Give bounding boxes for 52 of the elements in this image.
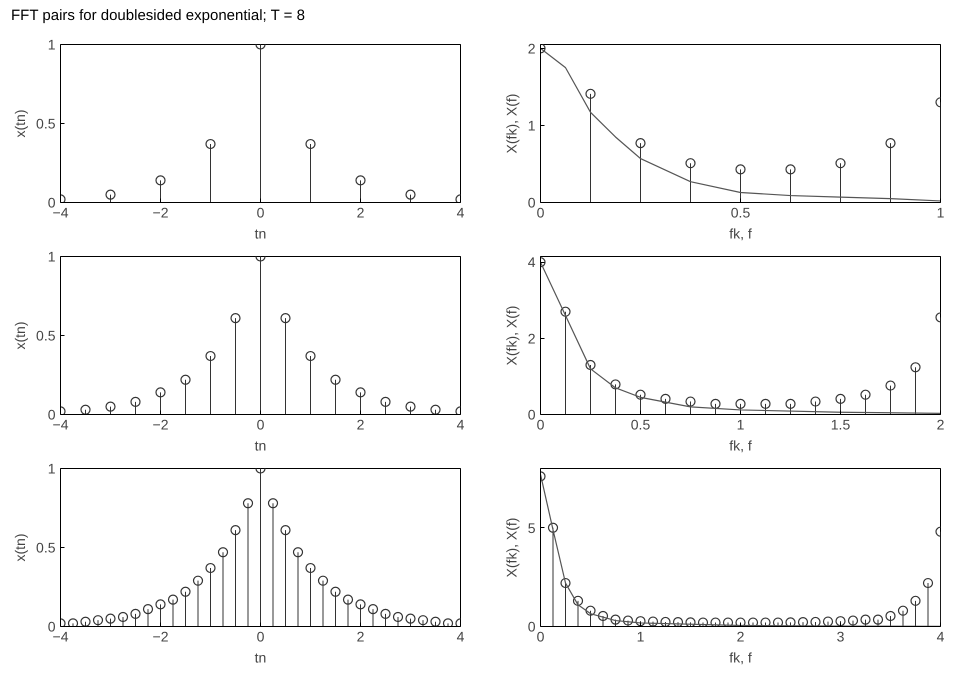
x-tick-label: 2	[936, 416, 945, 432]
y-axis-title: x(tn)	[12, 534, 28, 562]
y-axis-title: X(fk), X(f)	[504, 518, 520, 578]
x-tick-label: 0.5	[730, 204, 750, 220]
y-tick-label: 0.5	[36, 540, 56, 556]
x-tick-label: 4	[456, 204, 465, 220]
x-tick-label: −2	[152, 628, 169, 644]
x-axis-title: fk, f	[729, 650, 752, 666]
x-tick-label: −2	[152, 204, 169, 220]
x-tick-label: 2	[736, 628, 745, 644]
y-tick-label: 0	[48, 194, 56, 210]
x-tick-label: 4	[456, 628, 465, 644]
y-tick-label: 0	[528, 406, 536, 422]
y-axis-title: x(tn)	[12, 110, 28, 138]
y-axis-title: X(fk), X(f)	[504, 306, 520, 366]
chart-title: FFT pairs for doublesided exponential; T = 8	[11, 6, 305, 26]
y-tick-label: 2	[528, 330, 536, 346]
x-axis-title: fk, f	[729, 226, 752, 242]
y-tick-label: 1	[48, 460, 56, 476]
y-tick-label: 0.5	[36, 328, 56, 344]
x-axis-title: tn	[254, 438, 266, 454]
x-tick-label: 1.5	[830, 416, 850, 432]
x-tick-label: 1	[636, 628, 645, 644]
y-tick-label: 0	[528, 194, 536, 210]
y-axis-title: X(fk), X(f)	[504, 94, 520, 154]
x-tick-label: −2	[152, 416, 169, 432]
x-tick-label: 1	[736, 416, 745, 432]
x-tick-label: 1	[936, 204, 945, 220]
x-tick-label: 0.5	[630, 416, 650, 432]
x-tick-label: 0	[256, 416, 265, 432]
y-tick-label: 1	[48, 36, 56, 52]
y-tick-label: 1	[48, 248, 56, 264]
x-tick-label: 4	[456, 416, 465, 432]
y-axis-title: x(tn)	[12, 322, 28, 350]
y-tick-label: 0.5	[36, 116, 56, 132]
x-tick-label: 2	[356, 416, 365, 432]
x-tick-label: 0	[256, 628, 265, 644]
x-axis-title: tn	[254, 650, 266, 666]
y-tick-label: 0	[48, 406, 56, 422]
y-tick-label: 5	[528, 520, 536, 536]
x-tick-label: 2	[356, 204, 365, 220]
x-tick-label: 2	[356, 628, 365, 644]
y-tick-label: 1	[528, 117, 536, 134]
x-tick-label: 3	[836, 628, 845, 644]
x-tick-label: 0	[256, 204, 265, 220]
x-axis-title: tn	[254, 226, 266, 242]
y-tick-label: 0	[528, 618, 536, 634]
y-tick-label: 0	[48, 618, 56, 634]
x-tick-label: 4	[936, 628, 945, 644]
x-axis-title: fk, f	[729, 438, 752, 454]
y-tick-label: 2	[528, 40, 536, 56]
y-tick-label: 4	[528, 254, 536, 270]
